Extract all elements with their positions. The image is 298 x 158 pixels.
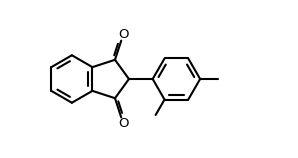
Text: O: O xyxy=(118,28,128,42)
Text: O: O xyxy=(118,116,128,130)
